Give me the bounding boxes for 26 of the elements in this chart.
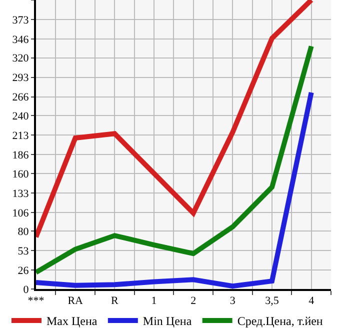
y-tick-label: 160 — [12, 168, 30, 180]
x-tick-label: 4 — [308, 295, 315, 308]
y-tick-label: 80 — [18, 226, 30, 238]
x-tick-label: 1 — [151, 295, 157, 308]
legend-label: Сред.Цена, т.йен — [237, 314, 324, 328]
y-tick-label: 240 — [12, 110, 30, 122]
x-tick-label: 2 — [190, 295, 196, 308]
y-tick-label: 53 — [18, 246, 30, 258]
x-tick-label: *** — [28, 295, 44, 308]
legend-label: Min Цена — [142, 314, 192, 328]
y-tick-label: 26 — [18, 265, 30, 278]
y-tick-label: 186 — [12, 149, 30, 162]
x-tick-label: RA — [68, 295, 84, 308]
y-tick-label: 0 — [23, 284, 30, 296]
x-tick-label: 3 — [230, 295, 236, 308]
x-tick-label: R — [111, 295, 119, 308]
y-tick-label: 293 — [12, 72, 30, 84]
legend-label: Max Цена — [46, 314, 98, 328]
y-tick-label: 266 — [12, 92, 30, 104]
y-tick-label: 320 — [12, 52, 30, 65]
y-tick-label: 373 — [12, 14, 30, 26]
y-tick-label: 106 — [12, 207, 30, 220]
y-tick-label: 346 — [12, 34, 30, 46]
y-tick-label: 213 — [12, 130, 30, 142]
x-tick-label: 3,5 — [265, 295, 280, 308]
y-tick-label: 133 — [12, 188, 30, 200]
